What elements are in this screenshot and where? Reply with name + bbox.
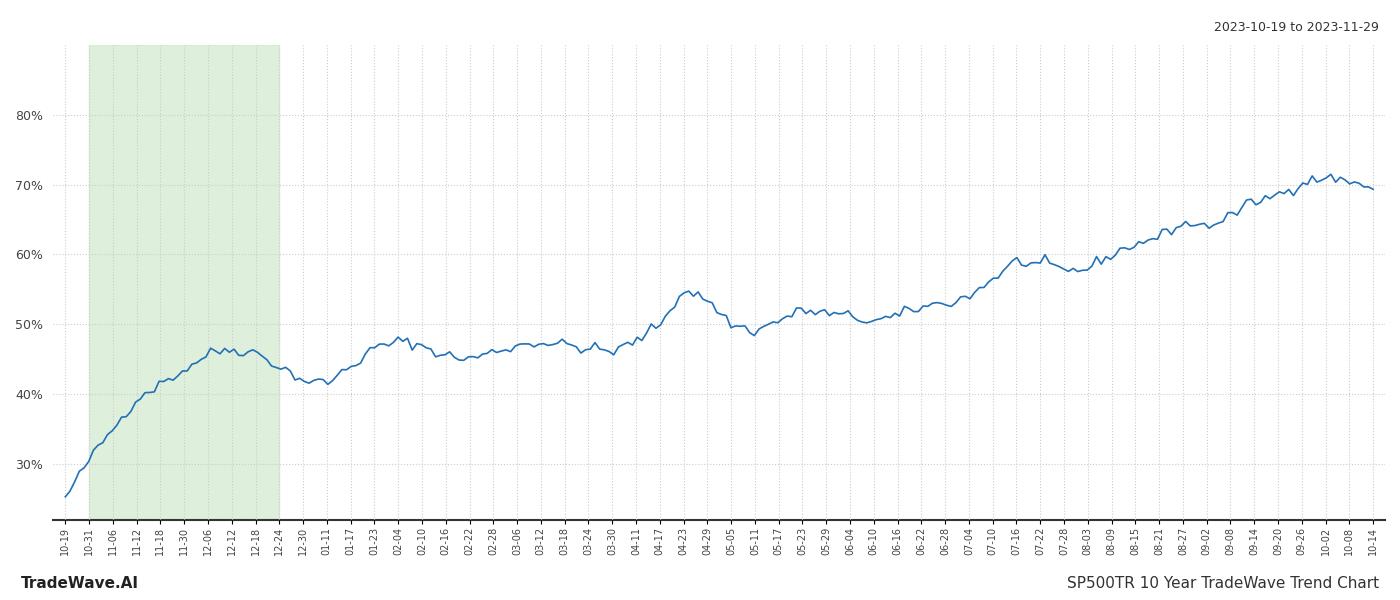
Text: 2023-10-19 to 2023-11-29: 2023-10-19 to 2023-11-29	[1214, 21, 1379, 34]
Text: SP500TR 10 Year TradeWave Trend Chart: SP500TR 10 Year TradeWave Trend Chart	[1067, 576, 1379, 591]
Bar	[90, 45, 280, 520]
Text: TradeWave.AI: TradeWave.AI	[21, 576, 139, 591]
